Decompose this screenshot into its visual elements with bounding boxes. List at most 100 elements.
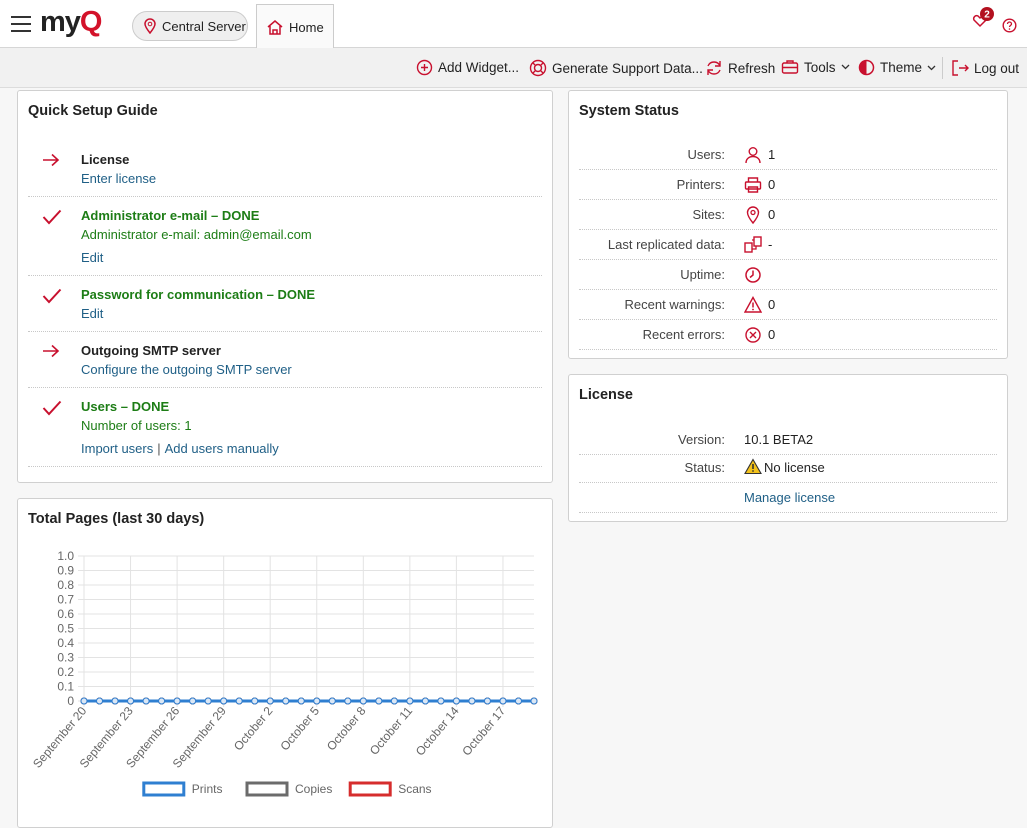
x-tick-label: October 14 [413,704,462,759]
item-links: Configure the outgoing SMTP server [81,360,542,379]
row-label[interactable]: Sites: [692,207,725,222]
legend-label: Prints [192,782,223,796]
setup-item: Users – DONE Number of users: 1 Import use… [28,388,542,467]
data-point [96,697,104,705]
y-tick-label: 0.5 [57,622,74,636]
icon [952,60,969,76]
y-tick-label: 0.3 [57,651,74,665]
data-point [375,697,383,705]
quick-setup-panel: Quick Setup Guide License Enter license Ad… [17,90,553,483]
license-row: Manage license [579,483,997,513]
icon [416,59,433,76]
row-value: 0 [768,177,776,192]
row-value: 0 [768,207,776,222]
setup-link[interactable]: Enter license [81,171,157,186]
license-row: Status: No license [579,453,997,483]
icon [707,61,721,75]
data-point [499,697,507,705]
item-links: Edit [81,248,542,267]
server-selector[interactable]: Central Server [132,11,248,41]
setup-link[interactable]: Configure the outgoing SMTP server [81,362,292,377]
status-icon [42,344,60,363]
data-point [111,697,119,705]
system-status-panel: System Status Users: 1 Printers: 0 Sites: 0 La… [568,90,1008,359]
x-tick-label: October 8 [324,704,369,754]
home-tab[interactable]: Home [256,4,334,49]
data-point [142,697,150,705]
row-icon [744,266,762,287]
panel-title: License [579,387,633,403]
data-point [390,697,398,705]
y-tick-label: 0.1 [57,680,74,694]
status-icon [42,153,60,172]
data-point [297,697,305,705]
row-label[interactable]: Printers: [676,177,725,192]
item-title: Outgoing SMTP server [81,343,221,358]
help-button[interactable] [1002,18,1017,33]
check-icon [42,288,62,304]
y-tick-label: 0.8 [57,578,74,592]
logo[interactable]: myQ [40,6,102,39]
data-point [173,697,181,705]
row-icon [743,296,763,317]
x-tick-label: October 5 [277,704,322,754]
setup-link[interactable]: Edit [81,306,104,321]
row-icon [744,236,762,257]
status-row: Recent errors: 0 [579,320,997,350]
icon [746,206,760,225]
row-label[interactable]: Users: [687,147,725,162]
icon [743,296,763,313]
item-title: License [81,152,130,167]
label: Refresh [728,60,776,76]
data-point [421,697,429,705]
label: Log out [974,60,1020,76]
setup-link[interactable]: Add users manually [164,441,279,456]
add-widget[interactable]: Add Widget... [416,59,519,76]
data-point [313,697,321,705]
data-point [158,697,166,705]
row-label: Last replicated data: [607,237,725,252]
item-title: Users – DONE [81,399,170,414]
notification-count: 2 [984,10,990,21]
theme[interactable]: Theme [858,59,936,76]
manage-license-link[interactable]: Manage license [744,490,836,505]
row-value: - [768,237,773,252]
row-value: 0 [768,297,776,312]
data-point [452,697,460,705]
log-out[interactable]: Log out [951,59,1019,77]
icon [858,59,875,76]
status-row: Users: 1 [579,140,997,170]
setup-item: Outgoing SMTP server Configure the outgoi… [28,332,542,388]
status-icon [42,400,62,421]
notifications[interactable]: 2 [970,6,998,34]
row-value: 0 [768,327,776,342]
setup-link[interactable]: Import users [81,441,154,456]
menu-button[interactable] [10,15,32,33]
x-tick-label: October 17 [459,704,508,759]
home-icon [267,19,283,35]
data-point [359,697,367,705]
tools[interactable]: Tools [781,59,850,75]
generate-support[interactable]: Generate Support Data... [529,59,703,77]
setup-item: License Enter license [28,141,542,197]
item-detail: Number of users: 1 [81,418,192,433]
icon [745,147,761,164]
x-tick-label: October 11 [367,704,416,758]
label: Theme [880,60,923,75]
setup-link[interactable]: Edit [81,250,104,265]
status-row: Last replicated data: - [579,230,997,260]
data-point [251,697,259,705]
panel-title: Total Pages (last 30 days) [28,511,205,527]
chart: 00.10.20.30.40.50.60.70.80.91.0September… [30,549,538,797]
icon [781,60,799,74]
row-icon [744,146,762,167]
data-point [282,697,290,705]
label: Generate Support Data... [552,60,703,76]
row-label: Version: [678,432,725,447]
row-label: Uptime: [680,267,725,282]
refresh[interactable]: Refresh [705,59,775,77]
data-point [127,697,135,705]
icon [744,236,762,253]
status-row: Printers: 0 [579,170,997,200]
